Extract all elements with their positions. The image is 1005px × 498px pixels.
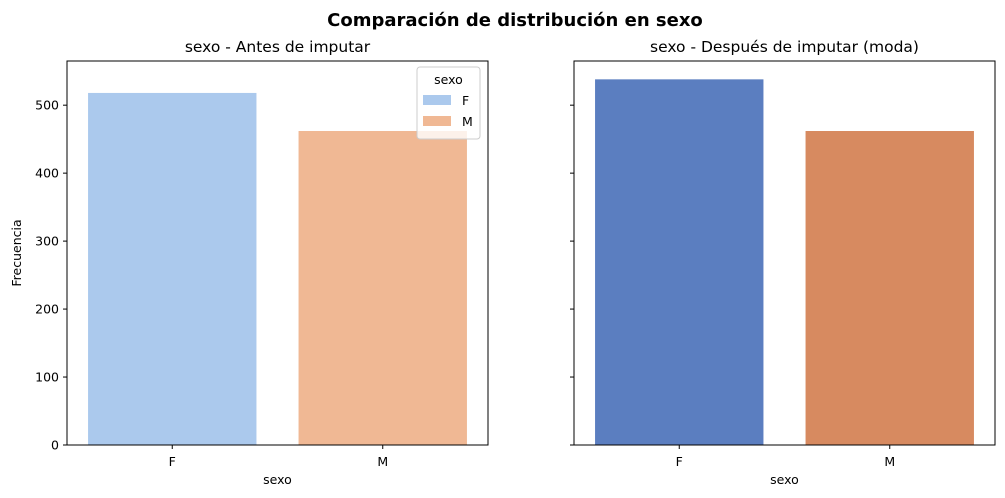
- figure-title: Comparación de distribución en sexo: [327, 10, 703, 31]
- legend-swatch-F: [423, 95, 451, 105]
- x-axis-label: sexo: [770, 472, 799, 487]
- y-tick-label: 100: [35, 370, 59, 385]
- y-tick-label: 500: [35, 98, 59, 113]
- legend-label: F: [462, 93, 469, 108]
- subplot-title: sexo - Antes de imputar: [185, 38, 371, 56]
- x-tick-label: M: [377, 454, 388, 469]
- y-tick-label: 0: [51, 438, 59, 453]
- legend-title: sexo: [434, 72, 463, 87]
- bar-F: [595, 79, 764, 446]
- y-axis-label: Frecuencia: [9, 219, 24, 286]
- bar-M: [805, 131, 974, 445]
- bar-M: [298, 131, 467, 445]
- subplot-title: sexo - Después de imputar (moda): [650, 38, 919, 56]
- legend: sexo FM: [416, 66, 481, 140]
- legend-label: M: [462, 114, 473, 129]
- x-tick-label: F: [676, 454, 683, 469]
- bar-F: [88, 92, 257, 445]
- axes-frame: [66, 60, 489, 446]
- x-tick-label: M: [884, 454, 895, 469]
- y-tick-label: 400: [35, 166, 59, 181]
- x-tick-label: F: [169, 454, 176, 469]
- x-axis-label: sexo: [263, 472, 292, 487]
- chart-panel-before: sexo - Antes de imputar 0 100 200 300 400 500 F…: [9, 38, 489, 487]
- axes-frame: [573, 60, 996, 446]
- y-tick-label: 300: [35, 234, 59, 249]
- y-tick-label: 200: [35, 302, 59, 317]
- legend-swatch-M: [423, 116, 451, 126]
